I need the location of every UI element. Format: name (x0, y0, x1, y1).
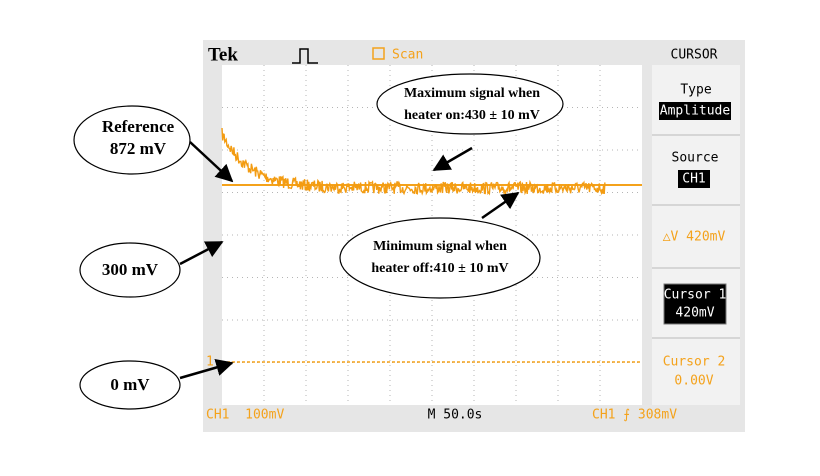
callout-text: heater on:430 ± 10 mV (404, 108, 540, 123)
menu-panel (652, 65, 740, 405)
menu-title: CURSOR (671, 48, 718, 63)
menu-value-box (678, 170, 710, 188)
menu-label: Source (672, 151, 719, 166)
callout-text: heater off:410 ± 10 mV (371, 261, 508, 276)
timebase: M 50.0s (428, 408, 483, 423)
mode-label: Scan (392, 48, 423, 63)
menu-value-box (659, 102, 731, 120)
menu-value: CH1 (682, 172, 705, 187)
brand: Tek (208, 44, 238, 65)
menu-value: 420mV (675, 306, 714, 321)
menu-label: Cursor 1 (664, 288, 727, 303)
menu-value: Amplitude (660, 104, 731, 119)
callout-text: Minimum signal when (373, 239, 507, 254)
callouts (73, 73, 564, 410)
callout-text: 300 mV (102, 260, 159, 279)
channel-marker: 1 (206, 355, 214, 370)
menu-value: 0.00V (674, 374, 713, 389)
menu-label: Type (680, 83, 711, 98)
callout-text: 0 mV (110, 375, 150, 394)
trigger-icon (292, 48, 318, 64)
signal-trace (221, 127, 606, 197)
callout-text: 872 mV (110, 139, 167, 158)
menu-separators (652, 134, 740, 339)
scan-icon (372, 47, 385, 60)
menu-label: Cursor 2 (663, 355, 726, 370)
menu-value-box (663, 283, 727, 325)
callout-text: Maximum signal when (404, 86, 540, 101)
callout-text: Reference (102, 117, 175, 136)
menu-value: △V 420mV (663, 230, 726, 245)
channel-scale: CH1 100mV (206, 408, 284, 423)
arrows (179, 141, 520, 380)
trigger-level: CH1 ⨍ 308mV (592, 408, 677, 423)
